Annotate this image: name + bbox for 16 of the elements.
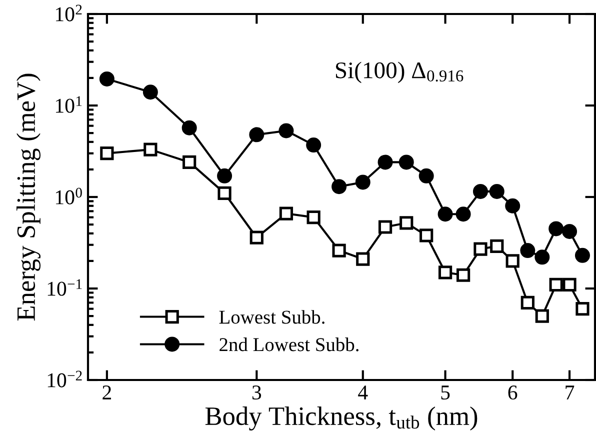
y-tick-label: 10$^{0}$ — [56, 188, 82, 204]
x-tick-label: 6 — [508, 386, 518, 400]
y-axis-title: Energy Splitting (meV) — [16, 74, 40, 321]
y-tick-label: 10$^{2}$ — [56, 4, 82, 22]
x-tick-label: 3 — [252, 386, 262, 400]
x-axis-title: Body Thickness, t$_{utb}$ (nm) — [205, 406, 478, 431]
x-tick-label: 5 — [441, 386, 450, 400]
x-tick-label: 2 — [102, 386, 111, 400]
x-tick-label: 4 — [358, 386, 368, 400]
legend-label: 2nd Lowest Subb. — [220, 338, 358, 352]
y-tick-label: 10$^{1}$ — [56, 96, 82, 113]
x-tick-label: 7 — [566, 386, 574, 400]
y-tick-label: 10$^{−2}$ — [48, 370, 82, 388]
y-tick-label: 10$^{−1}$ — [48, 279, 82, 296]
legend-label: Lowest Subb. — [219, 310, 324, 324]
annotation: Si(100) Δ$_{0.916}$ — [336, 62, 464, 84]
